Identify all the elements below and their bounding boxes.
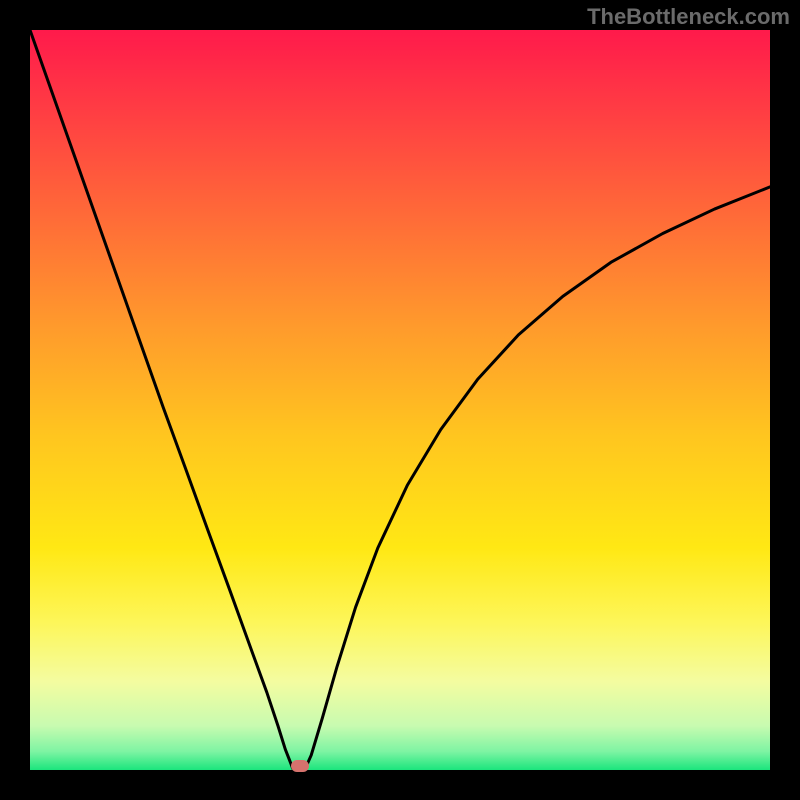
- watermark-text: TheBottleneck.com: [587, 4, 790, 30]
- plot-area: [30, 30, 770, 770]
- chart-container: TheBottleneck.com: [0, 0, 800, 800]
- bottleneck-curve-svg: [30, 30, 770, 770]
- optimum-marker: [291, 760, 309, 772]
- bottleneck-curve: [30, 30, 770, 769]
